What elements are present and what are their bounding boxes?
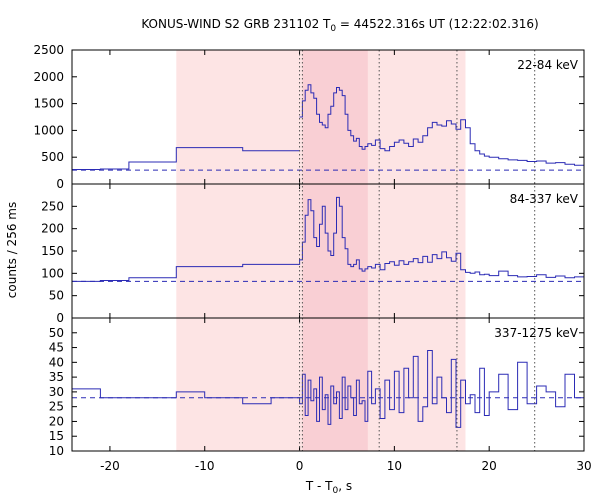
y-tick-label: 150 — [41, 244, 64, 258]
light-curve-series-segment-1 — [72, 147, 301, 170]
x-tick-label: 20 — [482, 459, 497, 473]
chart-title: KONUS-WIND S2 GRB 231102 T0 = 44522.316s… — [141, 17, 538, 34]
y-tick-label: 0 — [56, 177, 64, 191]
y-tick-label: 50 — [49, 289, 64, 303]
y-tick-label: 1000 — [33, 123, 64, 137]
y-tick-label: 500 — [41, 150, 64, 164]
y-tick-label: 200 — [41, 222, 64, 236]
y-tick-label: 30 — [49, 385, 64, 399]
y-tick-label: 45 — [49, 341, 64, 355]
y-tick-label: 250 — [41, 199, 64, 213]
chart-title-rest: = 44522.316s UT (12:22:02.316) — [336, 17, 539, 31]
chart-title-subscript: 0 — [330, 24, 336, 34]
shaded-interval-2 — [302, 50, 368, 451]
x-tick-label: 10 — [387, 459, 402, 473]
y-axis-label: counts / 256 ms — [5, 202, 19, 298]
y-tick-label: 0 — [56, 311, 64, 325]
y-tick-label: 15 — [49, 429, 64, 443]
y-tick-label: 20 — [49, 414, 64, 428]
y-tick-label: 2000 — [33, 70, 64, 84]
y-tick-label: 100 — [41, 266, 64, 280]
y-tick-label: 40 — [49, 355, 64, 369]
x-axis-label-rest: , s — [338, 479, 352, 493]
panel-2: 0 50 100 150 200 250 84-337 keV — [41, 184, 585, 325]
light-curve-series-segment-1 — [72, 196, 584, 282]
x-axis-label-subscript: 0 — [333, 486, 339, 496]
x-axis-label: T - T0, s — [305, 479, 352, 496]
y-tick-label: 50 — [49, 326, 64, 340]
energy-band-label: 84-337 keV — [510, 192, 579, 206]
y-tick-label: 1500 — [33, 97, 64, 111]
y-tick-label: 25 — [49, 400, 64, 414]
x-tick-label: 30 — [576, 459, 591, 473]
y-tick-label: 2500 — [33, 43, 64, 57]
vertical-markers — [299, 50, 536, 451]
panel-frames — [71, 49, 585, 452]
panel-frame-3 — [71, 317, 585, 452]
chart-title-main: KONUS-WIND S2 GRB 231102 T — [141, 17, 331, 31]
panel-1: 0 500 1000 1500 2000 2500 22-84 keV — [33, 43, 585, 191]
y-tick-label: 35 — [49, 370, 64, 384]
x-tick-label: -20 — [100, 459, 120, 473]
x-tick-label: 0 — [296, 459, 304, 473]
shaded-intervals — [176, 50, 466, 451]
energy-band-label: 22-84 keV — [517, 58, 579, 72]
y-tick-label: 10 — [49, 444, 64, 458]
x-tick-label: -10 — [195, 459, 215, 473]
light-curve-series-segment-2 — [299, 84, 585, 167]
x-axis: -20 -10 0 10 20 30 — [100, 459, 592, 473]
x-axis-label-main: T - T — [305, 479, 333, 493]
light-curve-series-segment-1 — [72, 350, 585, 428]
energy-band-label: 337-1275 keV — [494, 326, 578, 340]
